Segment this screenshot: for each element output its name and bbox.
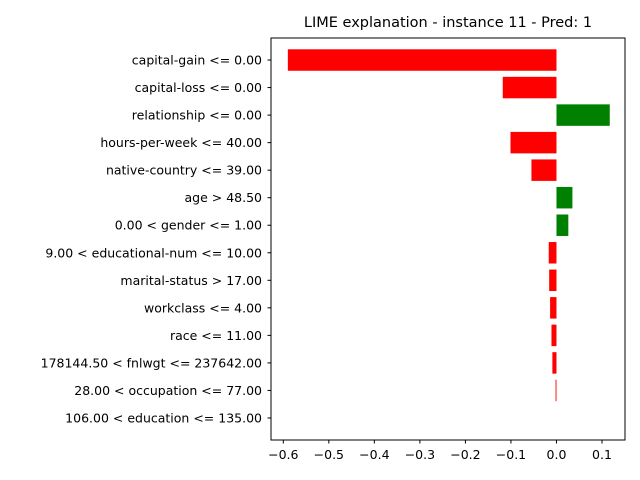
category-label: native-country <= 39.00 bbox=[106, 163, 262, 178]
x-tick-label: 0.0 bbox=[547, 447, 567, 462]
category-label: 28.00 < occupation <= 77.00 bbox=[74, 383, 262, 398]
bar bbox=[550, 297, 557, 319]
x-tick-label: −0.2 bbox=[450, 447, 480, 462]
category-label: 178144.50 < fnlwgt <= 237642.00 bbox=[41, 355, 262, 370]
bar bbox=[287, 49, 557, 71]
category-label: relationship <= 0.00 bbox=[132, 108, 262, 123]
x-tick-label: −0.3 bbox=[405, 447, 435, 462]
category-label: race <= 11.00 bbox=[170, 328, 262, 343]
bar bbox=[556, 186, 573, 209]
bars-group bbox=[287, 49, 610, 402]
bar bbox=[555, 379, 557, 402]
category-label: marital-status > 17.00 bbox=[120, 273, 262, 288]
x-tick-label: −0.4 bbox=[359, 447, 389, 462]
category-label: 0.00 < gender <= 1.00 bbox=[115, 218, 262, 233]
bar bbox=[556, 104, 610, 126]
category-label: workclass <= 4.00 bbox=[144, 300, 262, 315]
category-label: hours-per-week <= 40.00 bbox=[100, 135, 262, 150]
bar bbox=[548, 242, 557, 264]
category-label: 9.00 < educational-num <= 10.00 bbox=[45, 245, 262, 260]
bar bbox=[510, 131, 557, 154]
category-label: capital-loss <= 0.00 bbox=[135, 80, 262, 95]
bar bbox=[551, 324, 557, 347]
category-labels: capital-gain <= 0.00 capital-loss <= 0.00… bbox=[41, 53, 271, 425]
x-tick-label: −0.5 bbox=[314, 447, 344, 462]
bar bbox=[552, 352, 557, 374]
x-tick-label: −0.6 bbox=[268, 447, 298, 462]
x-axis: −0.6 −0.5 −0.4 −0.3 −0.2 −0.1 0.0 0.1 bbox=[268, 440, 612, 462]
x-tick-label: −0.1 bbox=[496, 447, 526, 462]
bar bbox=[502, 76, 557, 99]
category-label: 106.00 < education <= 135.00 bbox=[65, 410, 262, 425]
bar bbox=[531, 159, 557, 181]
chart-title: LIME explanation - instance 11 - Pred: 1 bbox=[304, 15, 592, 31]
category-label: age > 48.50 bbox=[185, 190, 263, 205]
bar bbox=[556, 214, 569, 236]
x-tick-label: 0.1 bbox=[592, 447, 612, 462]
bar bbox=[549, 269, 557, 292]
category-label: capital-gain <= 0.00 bbox=[132, 53, 262, 68]
plot-frame bbox=[270, 37, 626, 441]
